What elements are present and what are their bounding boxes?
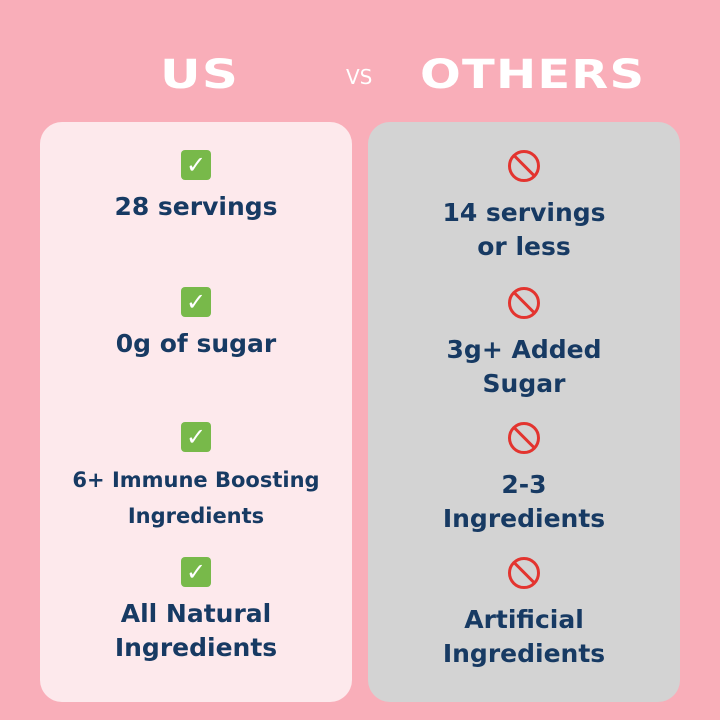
prohibited-icon [508,557,540,589]
us-item: ✓ All Natural Ingredients [40,557,352,665]
prohibited-icon [508,287,540,319]
item-text: 2-3 [501,470,547,499]
check-mark-icon: ✓ [181,287,211,317]
item-text: Artificial [464,605,584,634]
others-item: 3g+ Added Sugar [368,287,680,401]
us-item: ✓ 0g of sugar [40,287,352,361]
check-mark-icon: ✓ [181,422,211,452]
others-item: 14 servings or less [368,150,680,264]
others-item: Artificial Ingredients [368,557,680,671]
item-text: Ingredients [114,633,278,662]
item-text: 14 servings [442,198,606,227]
us-item: ✓ 6+ Immune Boosting Ingredients [40,422,352,534]
prohibited-icon [508,150,540,182]
item-text: 0g of sugar [115,329,277,358]
item-text: All Natural [120,599,272,628]
item-text: or less [477,232,571,261]
others-item: 2-3 Ingredients [368,422,680,536]
us-heading: US [160,52,240,98]
item-text: Ingredients [127,504,265,528]
us-card: ✓ 28 servings ✓ 0g of sugar ✓ 6+ Immune … [40,122,352,702]
prohibited-icon [508,422,540,454]
item-text: Sugar [482,369,566,398]
item-text: 28 servings [114,192,278,221]
item-text: 6+ Immune Boosting [72,468,320,492]
item-text: 3g+ Added [446,335,602,364]
us-item: ✓ 28 servings [40,150,352,224]
vs-label: VS [346,65,373,89]
others-heading: OTHERS [420,52,646,98]
item-text: Ingredients [442,639,606,668]
check-mark-icon: ✓ [181,557,211,587]
check-mark-icon: ✓ [181,150,211,180]
others-card: 14 servings or less 3g+ Added Sugar 2-3 Ing… [368,122,680,702]
item-text: Ingredients [442,504,606,533]
